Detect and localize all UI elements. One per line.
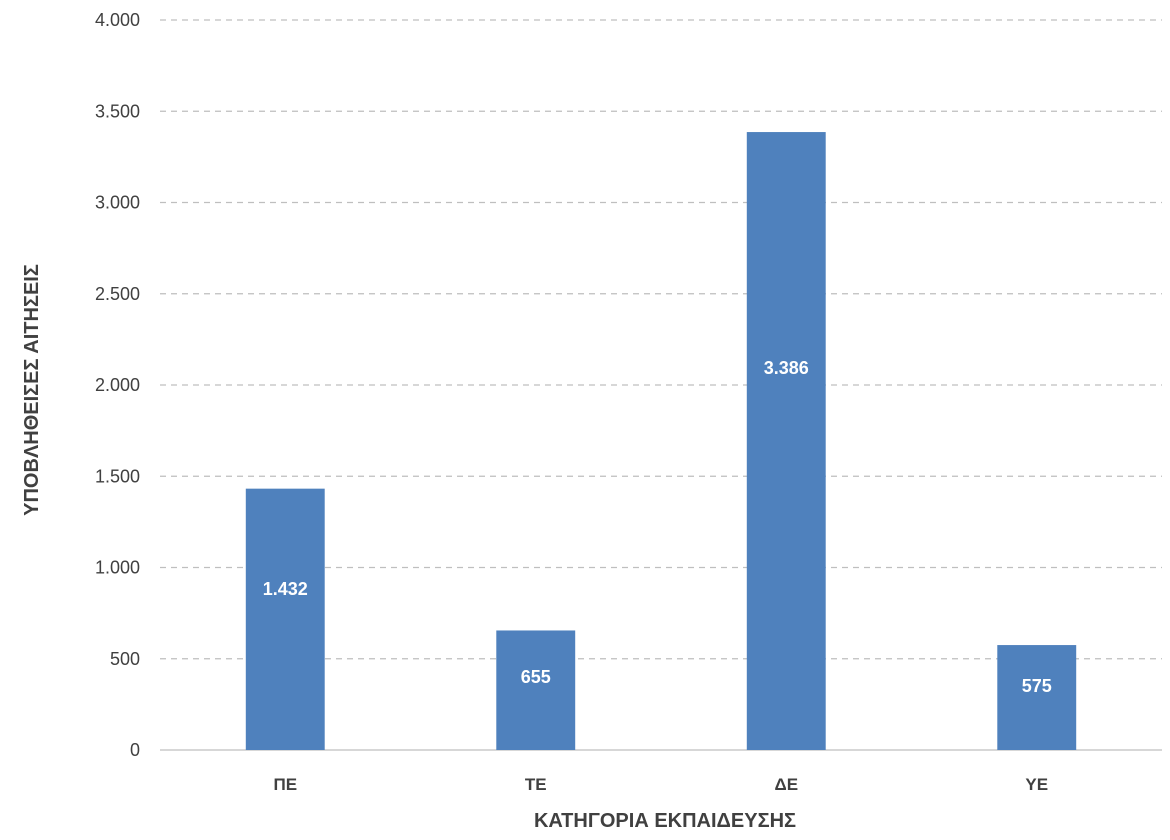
y-tick-label: 1.000 — [95, 558, 140, 578]
y-tick-label: 4.000 — [95, 10, 140, 30]
y-axis-ticks: 0 500 1.000 1.500 2.000 2.500 3.000 3.500 4.000 — [95, 10, 140, 760]
data-label: 655 — [521, 667, 551, 687]
y-tick-label: 3.000 — [95, 193, 140, 213]
x-tick-label: ΤΕ — [525, 775, 547, 794]
bar — [496, 630, 576, 750]
data-label: 1.432 — [263, 579, 308, 599]
y-tick-label: 1.500 — [95, 466, 140, 486]
y-tick-label: 2.500 — [95, 284, 140, 304]
x-axis-title: ΚΑΤΗΓΟΡΙΑ ΕΚΠΑΙΔΕΥΣΗΣ — [534, 810, 796, 832]
data-labels: 1.432 655 3.386 575 — [263, 358, 1052, 696]
gridlines — [160, 19, 1162, 751]
bars — [245, 132, 1077, 750]
bar — [245, 488, 325, 750]
bar — [746, 132, 826, 750]
x-axis-ticks: ΠΕ ΤΕ ΔΕ ΥΕ — [273, 775, 1048, 794]
x-tick-label: ΥΕ — [1025, 775, 1048, 794]
y-tick-label: 0 — [130, 740, 140, 760]
bar — [997, 645, 1077, 750]
y-tick-label: 500 — [110, 649, 140, 669]
x-tick-label: ΠΕ — [273, 775, 297, 794]
data-label: 3.386 — [764, 358, 809, 378]
x-tick-label: ΔΕ — [774, 775, 798, 794]
data-label: 575 — [1022, 676, 1052, 696]
y-axis-title: ΥΠΟΒΛΗΘΕΙΣΕΣ ΑΙΤΗΣΕΙΣ — [21, 264, 43, 516]
y-tick-label: 2.000 — [95, 375, 140, 395]
y-tick-label: 3.500 — [95, 101, 140, 121]
